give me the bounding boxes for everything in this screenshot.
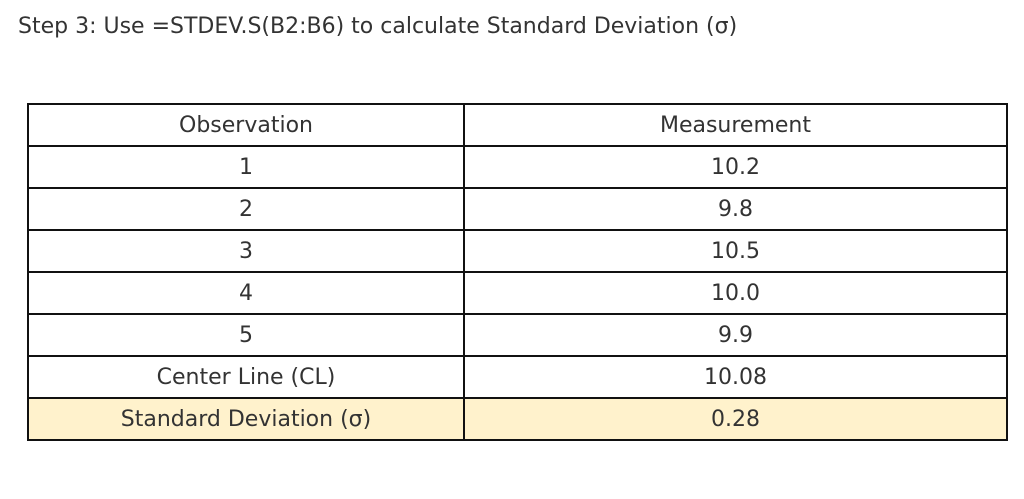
cell-measurement: 10.5 [463,229,1008,273]
cell-observation: 2 [27,187,465,231]
std-dev-row-highlighted: Standard Deviation (σ) 0.28 [27,397,1008,441]
header-observation: Observation [27,103,465,147]
cell-measurement: 10.0 [463,271,1008,315]
cell-observation: 5 [27,313,465,357]
cell-label: Standard Deviation (σ) [27,397,465,441]
table-row: 3 10.5 [27,229,1008,273]
table-row: 1 10.2 [27,145,1008,189]
table-row: 4 10.0 [27,271,1008,315]
cell-measurement: 9.8 [463,187,1008,231]
cell-observation: 3 [27,229,465,273]
table-header-row: Observation Measurement [27,103,1008,147]
cell-observation: 4 [27,271,465,315]
center-line-row: Center Line (CL) 10.08 [27,355,1008,399]
header-measurement: Measurement [463,103,1008,147]
cell-value: 0.28 [463,397,1008,441]
step-title: Step 3: Use =STDEV.S(B2:B6) to calculate… [18,14,738,39]
table-row: 5 9.9 [27,313,1008,357]
cell-value: 10.08 [463,355,1008,399]
cell-observation: 1 [27,145,465,189]
cell-label: Center Line (CL) [27,355,465,399]
table-row: 2 9.8 [27,187,1008,231]
cell-measurement: 10.2 [463,145,1008,189]
data-table: Observation Measurement 1 10.2 2 9.8 3 1… [27,103,1008,441]
cell-measurement: 9.9 [463,313,1008,357]
